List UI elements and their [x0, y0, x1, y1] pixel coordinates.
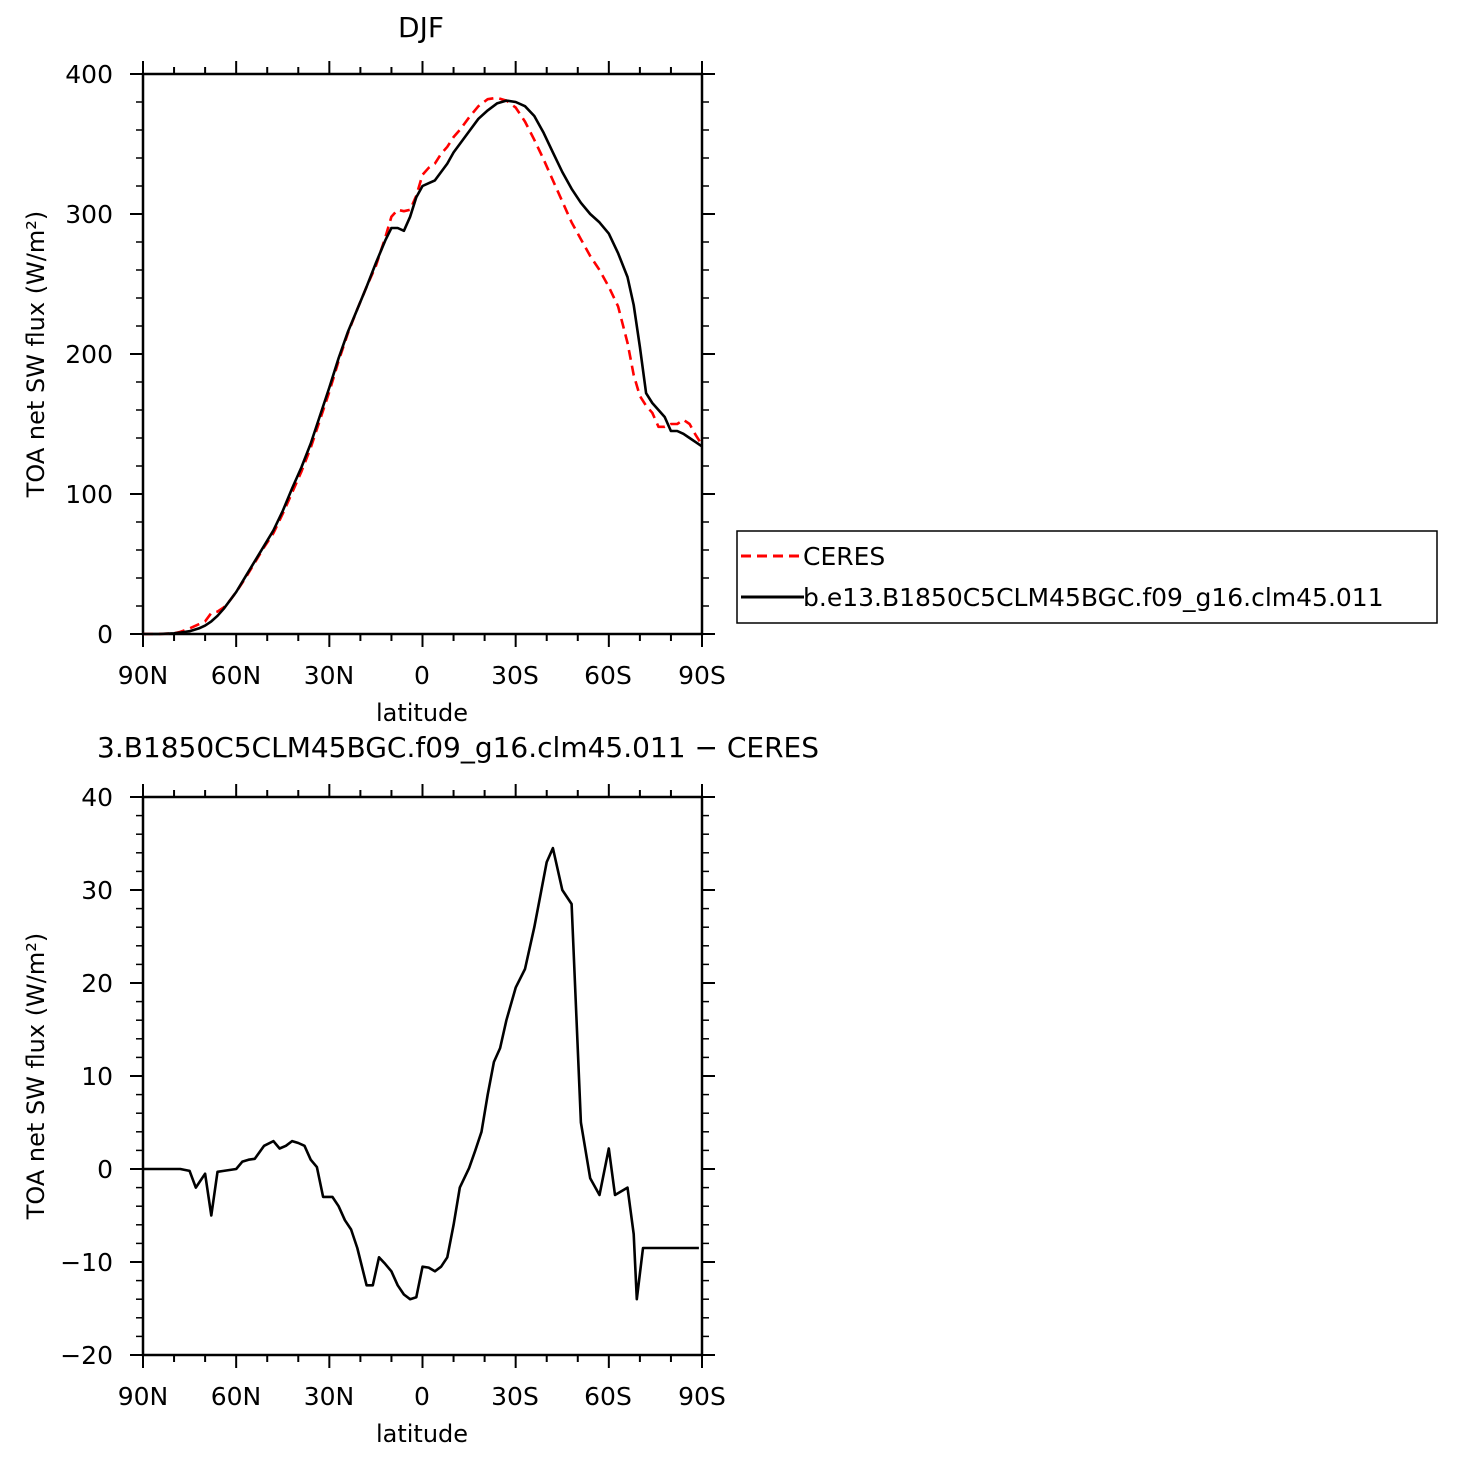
legend-label-ceres: CERES	[803, 542, 885, 571]
bottom-x-tick-label: 30N	[304, 1382, 355, 1411]
top-x-tick-label: 90S	[678, 661, 726, 690]
top-y-tick-label: 200	[65, 340, 113, 369]
top-x-tick-label: 60N	[211, 661, 262, 690]
bottom-series-lines	[143, 846, 699, 1301]
bottom-y-axis-label: TOA net SW flux (W/m²)	[22, 933, 50, 1221]
top-plot-frame	[141, 72, 704, 636]
bottom-x-tick-label: 60N	[211, 1382, 262, 1411]
top-x-tick-label: 60S	[584, 661, 632, 690]
top-x-tick-label: 30N	[304, 661, 355, 690]
bottom-y-tick-label: 0	[97, 1155, 113, 1184]
top-y-tick-label: 0	[97, 620, 113, 649]
bottom-y-tick-label: 20	[81, 969, 113, 998]
top-x-tick-label: 90N	[118, 661, 169, 690]
top-series-line-0	[143, 96, 704, 636]
bottom-y-tick-label: −10	[60, 1248, 113, 1277]
top-series-line-1	[143, 99, 703, 636]
bottom-x-tick-label: 90S	[678, 1382, 726, 1411]
bottom-y-tick-label: 40	[81, 783, 113, 812]
top-x-tick-label: 30S	[491, 661, 539, 690]
bottom-chart-title: 3.B1850C5CLM45BGC.f09_g16.clm45.011 − CE…	[97, 731, 819, 764]
bottom-x-tick-label: 30S	[491, 1382, 539, 1411]
top-series-lines	[143, 96, 704, 636]
bottom-ticks	[130, 784, 715, 1368]
top-x-tick-label: 0	[414, 661, 430, 690]
legend: CERES b.e13.B1850C5CLM45BGC.f09_g16.clm4…	[736, 530, 1438, 624]
bottom-x-tick-label: 0	[414, 1382, 430, 1411]
bottom-y-tick-label: −20	[60, 1341, 113, 1370]
top-x-axis-label: latitude	[376, 699, 468, 727]
legend-label-model: b.e13.B1850C5CLM45BGC.f09_g16.clm45.011	[803, 583, 1384, 612]
bottom-chart-panel: 3.B1850C5CLM45BGC.f09_g16.clm45.011 − CE…	[22, 731, 819, 1448]
top-chart-title: DJF	[398, 11, 444, 44]
bottom-series-line-0	[143, 846, 699, 1301]
top-y-tick-label: 100	[65, 480, 113, 509]
top-ticks	[130, 61, 715, 647]
bottom-x-tick-label: 90N	[118, 1382, 169, 1411]
legend-box	[736, 530, 1438, 624]
bottom-y-tick-label: 30	[81, 876, 113, 905]
top-chart-panel: DJF 90N 60N 30N 0 30S 60S 90S 0 100 200 …	[22, 11, 726, 727]
bottom-x-axis-label: latitude	[376, 1420, 468, 1448]
top-y-tick-label: 300	[65, 200, 113, 229]
bottom-x-tick-label: 60S	[584, 1382, 632, 1411]
top-y-axis-label: TOA net SW flux (W/m²)	[22, 211, 50, 499]
top-y-tick-label: 400	[65, 60, 113, 89]
bottom-y-tick-label: 10	[81, 1062, 113, 1091]
